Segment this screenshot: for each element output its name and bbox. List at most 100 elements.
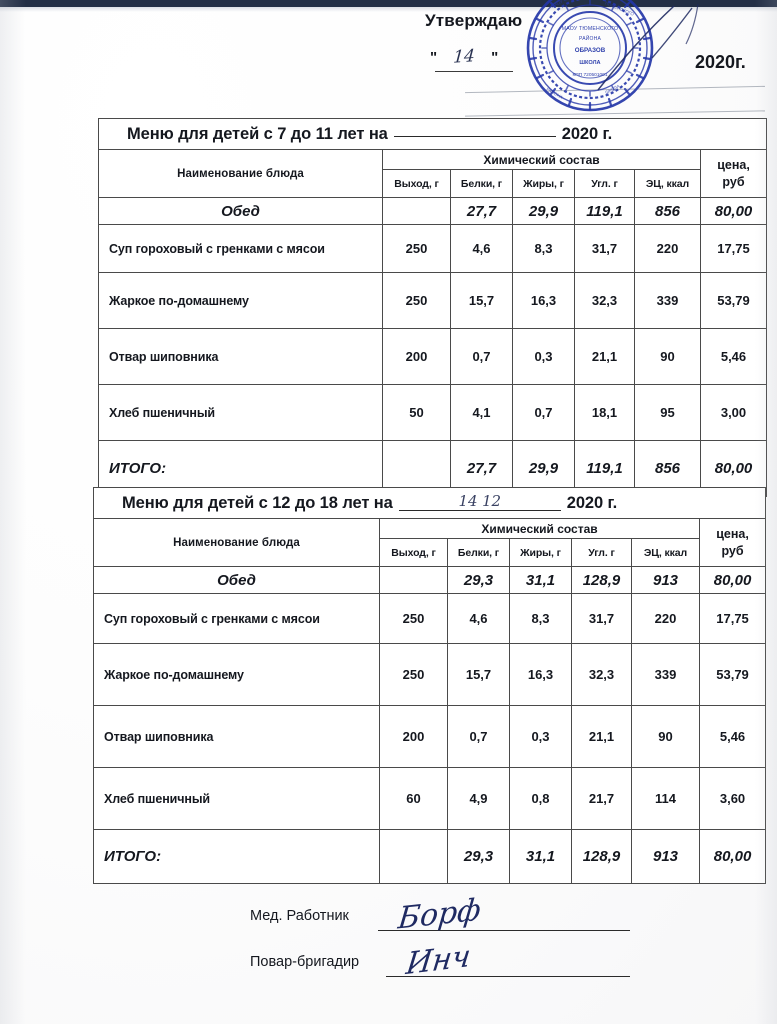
quote-open: " <box>430 49 438 66</box>
header-output: Выход, г <box>382 169 451 198</box>
signature-section: Мед. Работник Борф Повар-бригадир Инч <box>250 892 650 992</box>
signature-mark-medical: Борф <box>396 892 483 937</box>
dish-output: 60 <box>379 767 448 830</box>
total-label: ИТОГО: <box>93 829 380 884</box>
table-title-date-blank: 14 12 <box>398 492 561 511</box>
dish-energy: 220 <box>634 224 701 273</box>
meal-protein: 29,3 <box>447 566 510 594</box>
dish-price: 53,79 <box>700 272 767 329</box>
table-row: Жаркое по-домашнему 250 15,7 16,3 32,3 3… <box>98 272 767 329</box>
dish-carbs: 31,7 <box>571 593 632 644</box>
meal-output <box>379 566 448 594</box>
meal-energy: 913 <box>631 566 700 594</box>
table-title-year: 2020 г. <box>566 493 618 512</box>
total-protein: 29,3 <box>447 829 510 884</box>
dish-output: 50 <box>382 384 451 441</box>
header-carbs: Угл. г <box>571 538 632 567</box>
header-row-group: Наименование блюда Химический состав цен… <box>98 149 767 198</box>
table-title-row: Меню для детей с 12 до 18 лет на 14 12 2… <box>92 487 767 519</box>
signature-row-medical: Мед. Работник Борф <box>250 892 650 946</box>
table-row: Суп гороховый с гренками с мясои 250 4,6… <box>93 593 767 644</box>
header-price: цена, руб <box>700 149 767 198</box>
dish-name: Жаркое по-домашнему <box>93 643 380 706</box>
approval-date-row: " 14 " <box>430 46 498 68</box>
header-protein: Белки, г <box>447 538 510 567</box>
dish-output: 250 <box>379 593 448 644</box>
menu-table: Меню для детей с 12 до 18 лет на 14 12 2… <box>92 487 767 884</box>
header-dish-name: Наименование блюда <box>93 518 380 567</box>
dish-price: 17,75 <box>700 224 767 273</box>
dish-price: 17,75 <box>698 593 767 644</box>
dish-carbs: 32,3 <box>571 643 632 706</box>
meal-heading-row: Обед 27,7 29,9 119,1 856 80,00 <box>98 197 767 225</box>
approval-word: Утверждаю <box>425 11 523 30</box>
dish-protein: 4,1 <box>450 384 513 441</box>
table-row: Хлеб пшеничный 50 4,1 0,7 18,1 95 3,00 <box>98 384 767 441</box>
table-title-cell: Меню для детей с 12 до 18 лет на 14 12 2… <box>92 487 767 519</box>
dish-price: 3,60 <box>698 767 767 830</box>
table-title-text: Меню для детей с 7 до 11 лет на <box>127 124 388 143</box>
total-price: 80,00 <box>698 829 767 884</box>
meal-label: Обед <box>98 197 383 225</box>
dish-carbs: 18,1 <box>574 384 635 441</box>
header-row-group: Наименование блюда Химический состав цен… <box>93 518 767 567</box>
dish-carbs: 32,3 <box>574 272 635 329</box>
meal-protein: 27,7 <box>450 197 513 225</box>
dish-carbs: 21,1 <box>574 328 635 385</box>
dish-fat: 8,3 <box>512 224 575 273</box>
dish-carbs: 21,1 <box>571 705 632 768</box>
dish-energy: 90 <box>634 328 701 385</box>
header-fat: Жиры, г <box>509 538 572 567</box>
dish-price: 5,46 <box>700 328 767 385</box>
dish-price: 3,00 <box>700 384 767 441</box>
dish-carbs: 31,7 <box>574 224 635 273</box>
dish-energy: 220 <box>631 593 700 644</box>
meal-energy: 856 <box>634 197 701 225</box>
header-price-line2: руб <box>721 543 744 558</box>
table-row: Жаркое по-домашнему 250 15,7 16,3 32,3 3… <box>93 643 767 706</box>
header-output: Выход, г <box>379 538 448 567</box>
header-price: цена, руб <box>698 518 767 567</box>
table-title-row: Меню для детей с 7 до 11 лет на 2020 г. <box>98 118 767 150</box>
dish-price: 5,46 <box>698 705 767 768</box>
menu-table-7-11: Меню для детей с 7 до 11 лет на 2020 г. … <box>98 118 767 497</box>
header-price-line1: цена, <box>716 526 749 541</box>
header-dish-name: Наименование блюда <box>98 149 383 198</box>
table-row: Хлеб пшеничный 60 4,9 0,8 21,7 114 3,60 <box>93 767 767 830</box>
table-row: Отвар шиповника 200 0,7 0,3 21,1 90 5,46 <box>98 328 767 385</box>
table-title-text: Меню для детей с 12 до 18 лет на <box>122 493 393 512</box>
signature-line-chef <box>386 976 630 977</box>
approval-year: 2020г. <box>695 52 746 72</box>
dish-protein: 15,7 <box>447 643 510 706</box>
header-carbs: Угл. г <box>574 169 635 198</box>
dish-protein: 4,6 <box>447 593 510 644</box>
meal-fat: 29,9 <box>512 197 575 225</box>
dish-output: 200 <box>379 705 448 768</box>
table-title-cell: Меню для детей с 7 до 11 лет на 2020 г. <box>98 118 767 150</box>
approval-header: Утверждаю " 14 " 2020г. <box>425 9 765 117</box>
meal-label: Обед <box>93 566 380 594</box>
form-rule-line <box>465 110 765 117</box>
dish-name: Хлеб пшеничный <box>93 767 380 830</box>
dish-protein: 0,7 <box>447 705 510 768</box>
signature-label-medical: Мед. Работник <box>250 908 349 924</box>
dish-fat: 16,3 <box>512 272 575 329</box>
dish-output: 200 <box>382 328 451 385</box>
scan-top-strip <box>0 0 777 7</box>
signature-mark-chef: Инч <box>404 938 473 983</box>
dish-protein: 15,7 <box>450 272 513 329</box>
table-title-year: 2020 г. <box>561 124 613 143</box>
menu-table: Меню для детей с 7 до 11 лет на 2020 г. … <box>98 118 767 497</box>
dish-protein: 0,7 <box>450 328 513 385</box>
header-fat: Жиры, г <box>512 169 575 198</box>
dish-carbs: 21,7 <box>571 767 632 830</box>
header-energy: ЭЦ, ккал <box>634 169 701 198</box>
signature-label-chef: Повар-бригадир <box>250 954 360 970</box>
total-carbs: 128,9 <box>571 829 632 884</box>
dish-name: Хлеб пшеничный <box>98 384 383 441</box>
form-rule-line <box>465 85 765 94</box>
header-chemical-composition: Химический состав <box>382 149 701 170</box>
total-output <box>379 829 448 884</box>
header-price-line2: руб <box>722 174 745 189</box>
signature-line-medical <box>378 930 630 931</box>
